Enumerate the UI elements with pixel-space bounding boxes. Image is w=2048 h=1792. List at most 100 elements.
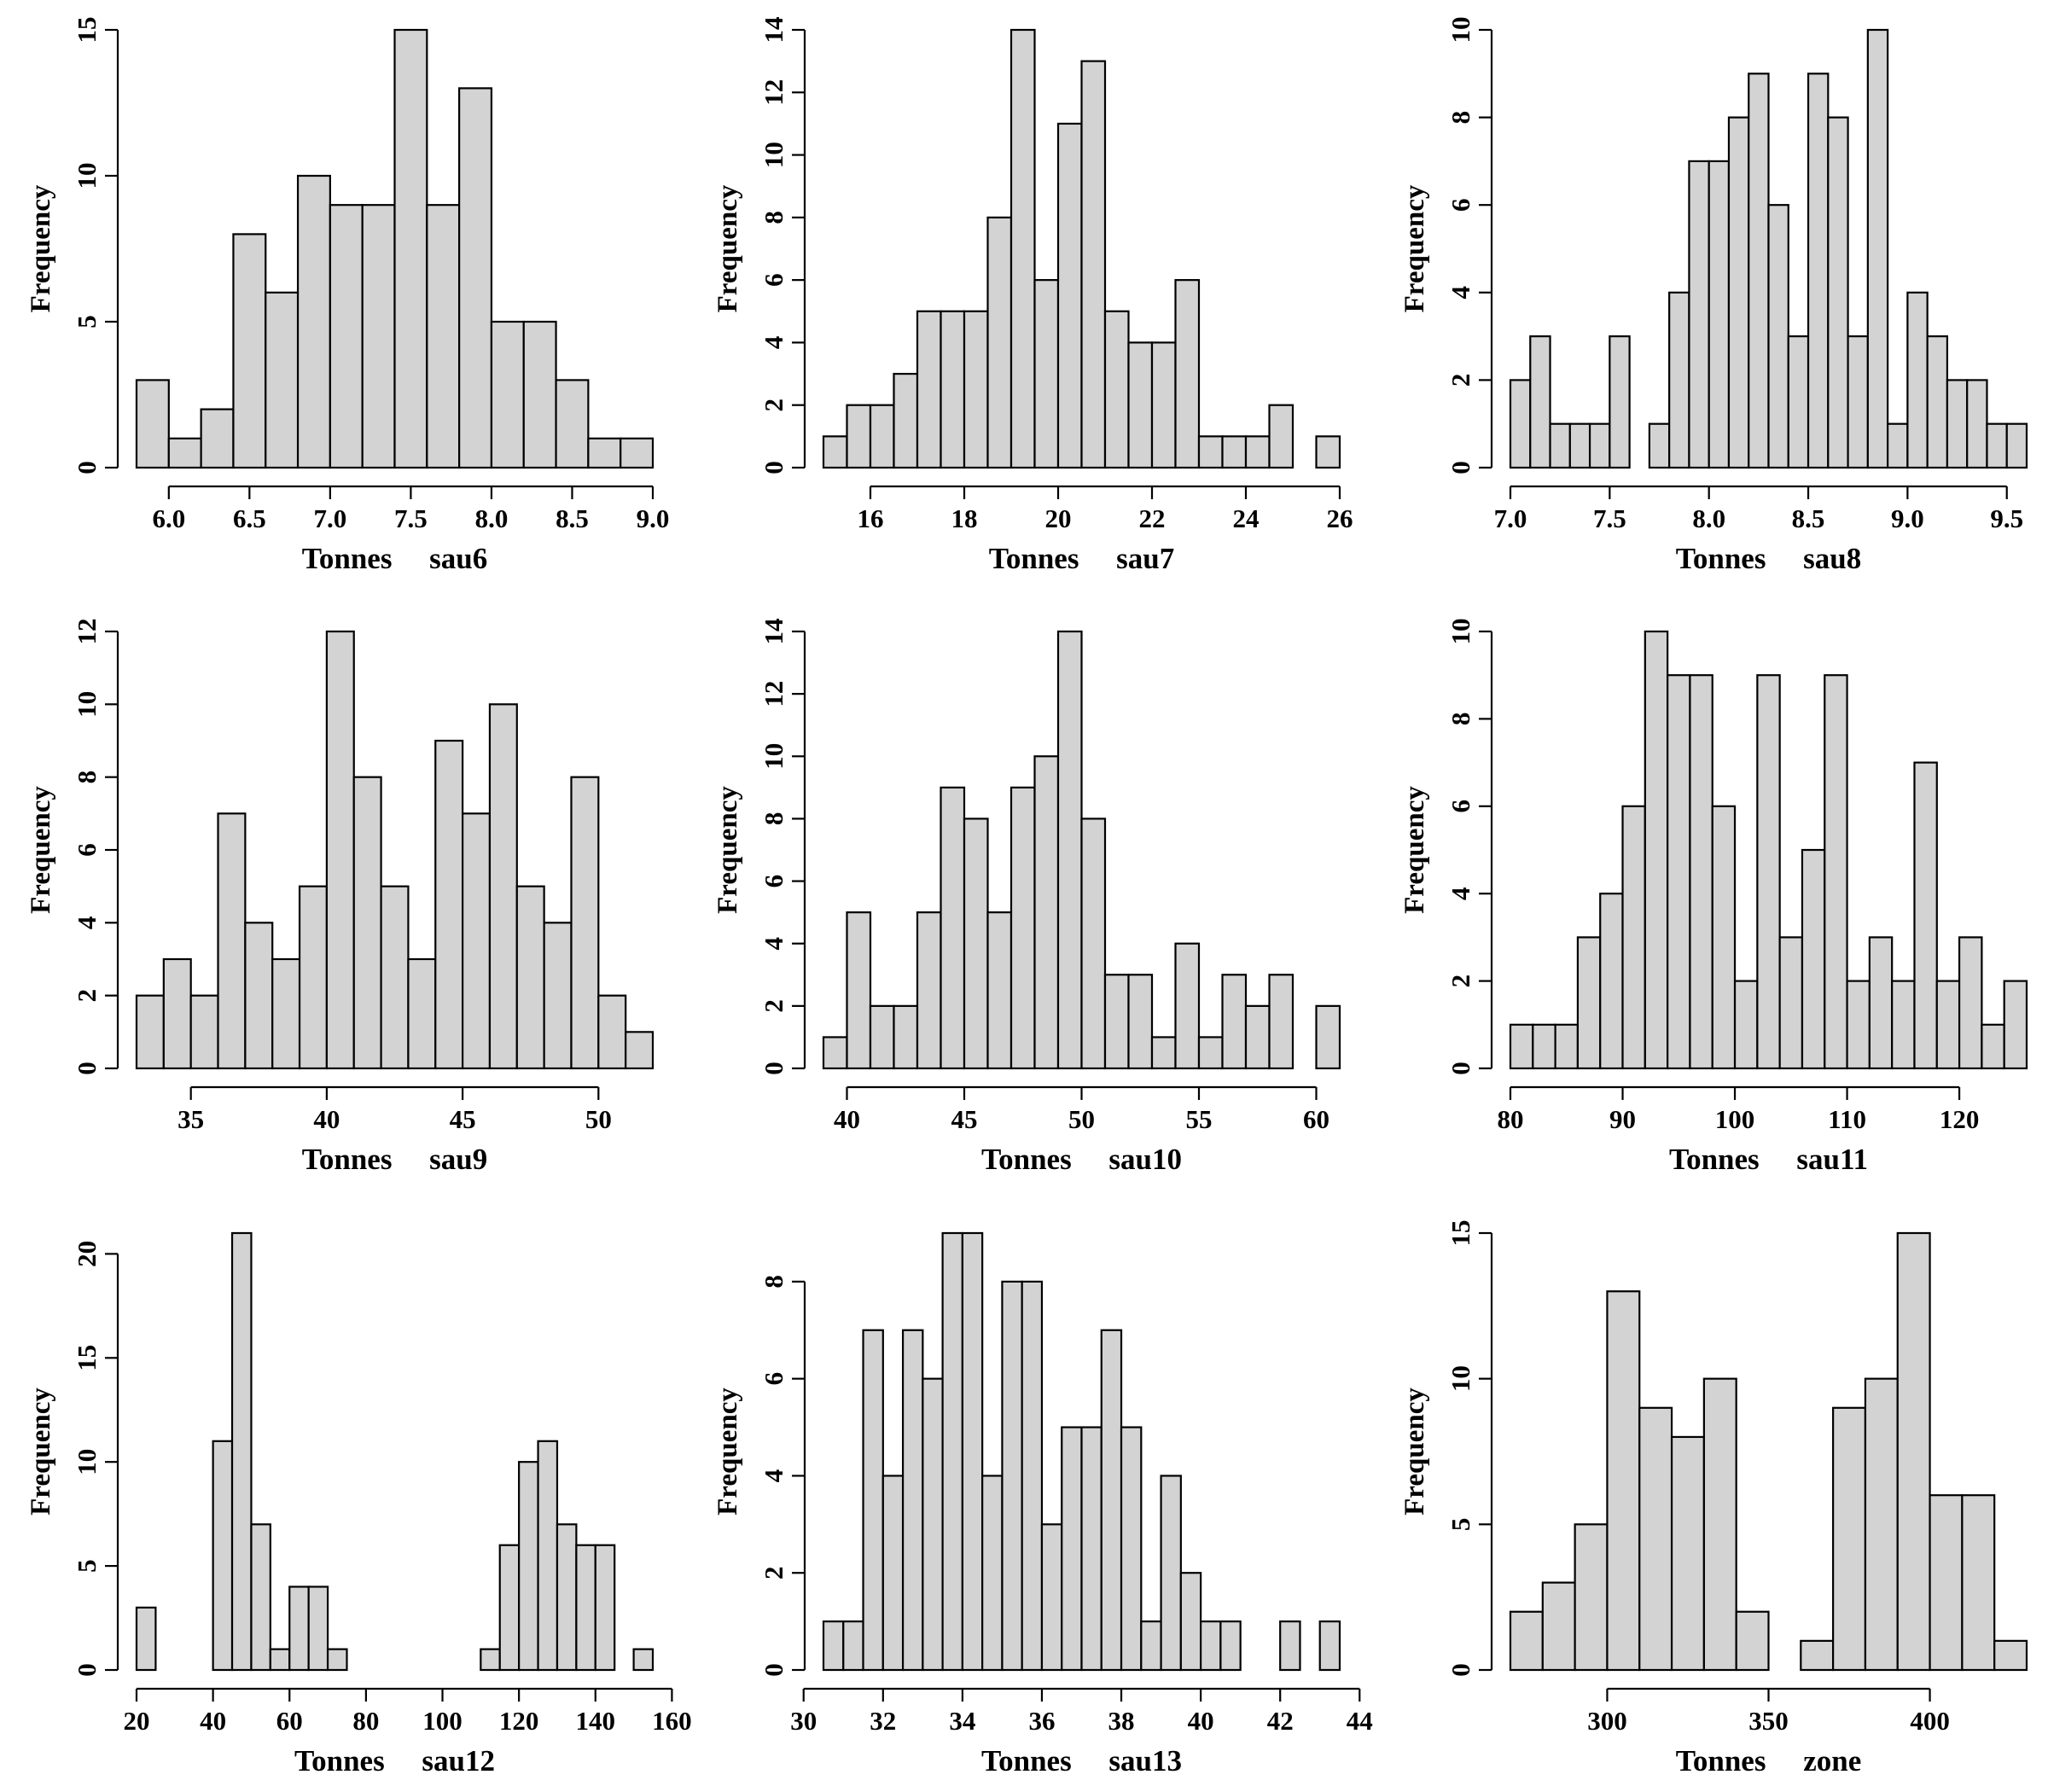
histogram-bar	[1891, 980, 1916, 1070]
histogram-bar	[352, 776, 382, 1070]
histogram-bar	[1993, 1639, 2028, 1672]
y-axis-title: Frequency	[1399, 184, 1430, 312]
histogram-bar	[1127, 974, 1154, 1070]
histogram-bar	[1800, 1639, 1835, 1672]
histogram-bar	[271, 957, 301, 1070]
y-tick-label: 15	[72, 17, 102, 44]
histogram-bar	[1961, 1494, 1996, 1672]
histogram-bar	[250, 1523, 271, 1672]
y-tick-label: 14	[759, 17, 788, 44]
x-tick-label: 120	[1940, 1104, 1980, 1134]
y-tick-label: 0	[72, 1663, 102, 1677]
x-tick-label: 80	[352, 1706, 379, 1736]
y-axis-title: Frequency	[1399, 786, 1430, 914]
histogram-bar	[1315, 1004, 1341, 1070]
histogram-bar	[1509, 379, 1532, 469]
y-tick-label: 2	[72, 989, 102, 1003]
x-axis-title: Tonnes sau12	[294, 1744, 495, 1777]
histogram-bar	[1599, 893, 1624, 1070]
x-axis-title: Tonnes sau10	[981, 1143, 1182, 1176]
histogram-bar	[1644, 630, 1669, 1070]
histogram-panel-3: 7.0 7.5 8.0 8.5 9.0 9.5 0 2 4 6 8 10 Frequency Tonnes…	[1399, 17, 2028, 575]
histogram-bar	[587, 437, 622, 469]
histogram-bar	[1140, 1620, 1162, 1672]
x-tick-label: 6.5	[233, 503, 266, 533]
histogram-bar	[135, 1606, 157, 1672]
histogram-bar	[1847, 335, 1869, 469]
histogram-bar	[1767, 204, 1789, 469]
histogram-bar	[1056, 122, 1083, 469]
histogram-bar	[296, 174, 331, 469]
histogram-bar	[1887, 422, 1909, 469]
histogram-bar	[1197, 1036, 1224, 1070]
histogram-bar	[298, 885, 328, 1070]
histogram-bar	[1120, 1426, 1143, 1672]
x-tick-label: 60	[1303, 1104, 1329, 1134]
y-tick-label: 10	[1446, 17, 1475, 44]
y-tick-label: 4	[72, 916, 102, 930]
histogram-bar	[307, 1585, 329, 1672]
histogram-bar	[488, 703, 518, 1070]
histogram-bar	[1864, 1377, 1899, 1672]
y-tick-label: 10	[759, 142, 788, 168]
y-tick-label: 14	[759, 619, 788, 645]
y-tick-label: 12	[759, 79, 788, 106]
x-tick-label: 32	[870, 1706, 896, 1736]
y-tick-label: 10	[72, 691, 102, 718]
histogram-bar	[1001, 1280, 1023, 1672]
histogram-bar	[1648, 422, 1671, 469]
y-tick-label: 2	[1446, 374, 1475, 387]
histogram-bar	[893, 372, 919, 469]
x-tick-label: 300	[1587, 1706, 1627, 1736]
y-tick-label: 0	[1446, 1663, 1475, 1677]
histogram-bar	[1056, 630, 1083, 1070]
x-axis-title: Tonnes sau13	[981, 1744, 1182, 1777]
y-tick-label: 4	[1446, 286, 1475, 300]
histogram-bar	[1668, 291, 1690, 469]
histogram-bar	[1541, 1581, 1576, 1672]
x-axis-title: Tonnes sau7	[989, 542, 1175, 575]
histogram-bar	[1787, 335, 1810, 469]
histogram-bar	[575, 1544, 596, 1672]
histogram-bar	[1748, 73, 1770, 469]
y-tick-label: 5	[1446, 1518, 1475, 1532]
histogram-bar	[1221, 974, 1248, 1070]
y-tick-label: 10	[72, 163, 102, 189]
histogram-bar	[518, 1461, 539, 1672]
x-axis-title: Tonnes sau8	[1676, 542, 1862, 575]
histogram-bar	[1174, 942, 1201, 1070]
histogram-bar	[1103, 310, 1130, 469]
histogram-bar	[570, 776, 600, 1070]
histogram-bar	[869, 1004, 895, 1070]
y-axis-title: Frequency	[1399, 1388, 1430, 1516]
histogram-bar	[941, 1231, 963, 1672]
x-tick-label: 7.5	[1593, 503, 1626, 533]
x-tick-label: 38	[1108, 1706, 1135, 1736]
histogram-bar	[1100, 1329, 1123, 1672]
histogram-bar	[1179, 1572, 1202, 1672]
histogram-bar	[1832, 1406, 1867, 1672]
y-tick-label: 6	[1446, 800, 1475, 813]
histogram-bar	[1588, 422, 1611, 469]
histogram-bar	[1733, 980, 1759, 1070]
x-tick-label: 140	[576, 1706, 616, 1736]
histogram-bar	[1318, 1620, 1341, 1672]
x-tick-label: 8.5	[1792, 503, 1825, 533]
histogram-bar	[1702, 1377, 1737, 1672]
x-axis-title: Tonnes sau9	[302, 1143, 488, 1176]
histogram-bar	[1935, 980, 1961, 1070]
histogram-bar	[200, 408, 235, 469]
x-tick-label: 60	[276, 1706, 303, 1736]
y-tick-label: 0	[1446, 1062, 1475, 1075]
x-tick-label: 100	[1715, 1104, 1755, 1134]
histogram-bar	[594, 1544, 616, 1672]
histogram-bar	[1219, 1620, 1242, 1672]
y-tick-label: 0	[759, 461, 788, 474]
histogram-bar	[1986, 422, 2008, 469]
x-tick-label: 42	[1267, 1706, 1294, 1736]
y-axis-title: Frequency	[713, 786, 743, 914]
histogram-bar	[265, 291, 300, 469]
histogram-panel-8: 30 32 34 36 38 40 42 44 0 2 4 6 8 Frequency Tonnes sau…	[713, 1231, 1373, 1777]
x-axis-title: Tonnes sau6	[302, 542, 488, 575]
histogram-panel-1: 6.0 6.5 7.0 7.5 8.0 8.5 9.0 0 5 10 15 Frequency Tonn…	[26, 17, 669, 576]
